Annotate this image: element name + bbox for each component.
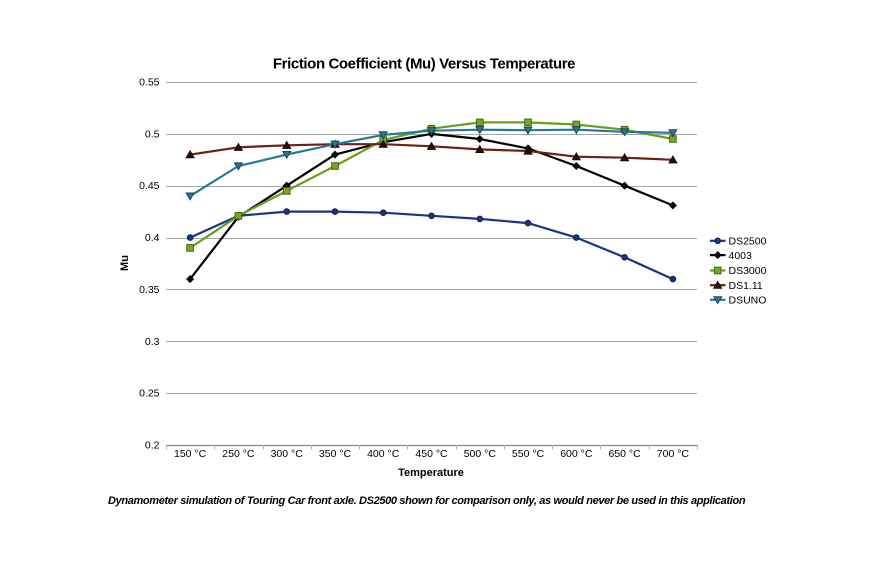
svg-text:4003: 4003 — [729, 250, 753, 262]
svg-text:550 °C: 550 °C — [512, 448, 545, 460]
svg-text:250 °C: 250 °C — [222, 448, 255, 460]
svg-text:0.35: 0.35 — [139, 284, 160, 296]
svg-text:Mu: Mu — [119, 255, 131, 271]
svg-text:Temperature: Temperature — [398, 467, 464, 479]
svg-text:650 °C: 650 °C — [608, 448, 641, 460]
svg-text:DS1.11: DS1.11 — [729, 280, 763, 292]
svg-text:0.25: 0.25 — [139, 388, 160, 400]
svg-text:400 °C: 400 °C — [367, 448, 400, 460]
svg-text:300 °C: 300 °C — [271, 448, 304, 460]
svg-text:DS3000: DS3000 — [729, 265, 767, 277]
svg-text:700 °C: 700 °C — [657, 448, 690, 460]
svg-text:0.4: 0.4 — [145, 232, 160, 244]
svg-text:0.5: 0.5 — [145, 128, 160, 140]
svg-text:500 °C: 500 °C — [464, 448, 497, 460]
svg-text:150 °C: 150 °C — [174, 448, 207, 460]
svg-text:450 °C: 450 °C — [415, 448, 448, 460]
svg-text:600 °C: 600 °C — [560, 448, 593, 460]
svg-text:350 °C: 350 °C — [319, 448, 352, 460]
svg-text:Dynamometer simulation of Tour: Dynamometer simulation of Touring Car fr… — [108, 495, 746, 507]
svg-text:0.2: 0.2 — [145, 440, 160, 452]
svg-text:0.3: 0.3 — [145, 336, 160, 348]
svg-text:DS2500: DS2500 — [729, 236, 767, 248]
svg-text:0.45: 0.45 — [139, 180, 160, 192]
svg-text:Friction Coefficient (Mu) Vers: Friction Coefficient (Mu) Versus Tempera… — [273, 56, 575, 73]
svg-text:DSUNO: DSUNO — [729, 295, 767, 307]
svg-text:0.55: 0.55 — [139, 77, 160, 89]
